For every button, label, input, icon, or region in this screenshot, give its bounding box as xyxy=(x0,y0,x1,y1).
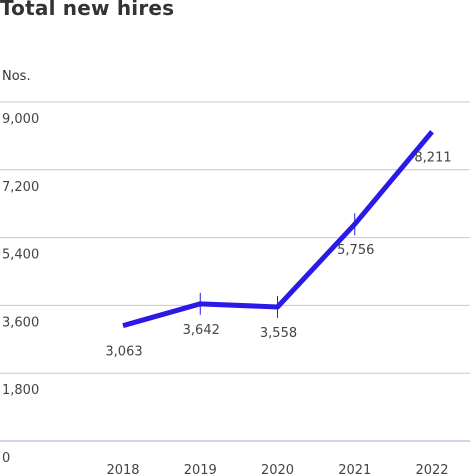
y-tick-label: 7,200 xyxy=(2,180,39,195)
y-tick-label: 1,800 xyxy=(2,383,39,398)
chart-title: Total new hires xyxy=(0,0,175,20)
y-tick-label: 3,600 xyxy=(2,315,39,330)
data-label: 3,063 xyxy=(105,345,142,360)
data-label: 8,211 xyxy=(414,151,451,166)
y-tick-label: 0 xyxy=(2,451,10,466)
x-tick-label: 2020 xyxy=(261,463,294,476)
x-tick-label: 2022 xyxy=(415,463,448,476)
y-tick-label: 5,400 xyxy=(2,248,39,263)
x-tick-label: 2021 xyxy=(338,463,371,476)
x-tick-label: 2019 xyxy=(184,463,217,476)
y-tick-label: 9,000 xyxy=(2,112,39,127)
data-label: 3,642 xyxy=(183,323,220,338)
data-label: 3,558 xyxy=(260,326,297,341)
y-axis-unit-label: Nos. xyxy=(2,69,31,84)
data-label: 5,756 xyxy=(337,243,374,258)
x-tick-label: 2018 xyxy=(106,463,139,476)
